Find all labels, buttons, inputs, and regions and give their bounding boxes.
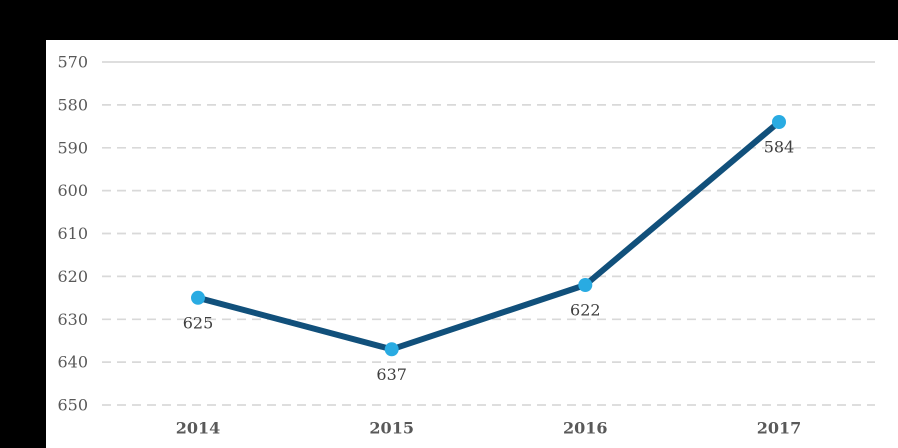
data-point[interactable] (578, 278, 593, 292)
data-label: 625 (183, 313, 214, 332)
y-tick-label: 570 (57, 53, 88, 72)
x-axis-label: 2014 (176, 419, 221, 438)
y-tick-label: 620 (57, 267, 88, 286)
data-line (195, 119, 782, 353)
chart-panel: 570 580 590 600 610 620 630 640 650 625 637 622 584 2… (46, 40, 898, 448)
data-point[interactable] (772, 115, 786, 129)
data-point[interactable] (191, 290, 205, 305)
y-tick-label: 630 (57, 310, 88, 329)
x-axis-label: 2016 (563, 419, 608, 438)
x-axis-label: 2017 (757, 419, 802, 438)
y-tick-label: 600 (57, 181, 88, 200)
data-point[interactable] (384, 342, 399, 357)
y-tick-label: 580 (57, 95, 88, 114)
y-tick-label: 650 (57, 396, 88, 415)
line-chart: 570 580 590 600 610 620 630 640 650 625 637 622 584 2… (57, 53, 875, 438)
y-tick-label: 610 (57, 224, 88, 243)
y-tick-label: 640 (57, 353, 88, 372)
data-label: 622 (570, 301, 601, 320)
data-label: 584 (764, 138, 795, 157)
data-label: 637 (376, 365, 407, 384)
x-axis-label: 2015 (369, 419, 414, 438)
y-tick-label: 590 (57, 138, 88, 157)
